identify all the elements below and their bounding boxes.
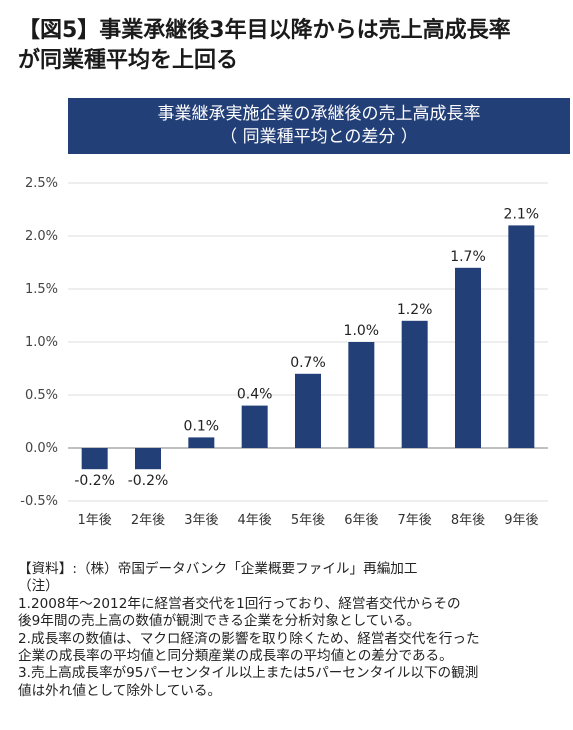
x-tick-label: 2年後 [131, 513, 165, 528]
chart-container: 事業継承実施企業の承継後の売上高成長率 （ 同業種平均との差分 ） 2.5% 2.… [18, 98, 570, 538]
data-label: 1.2% [397, 302, 433, 318]
note-line: 企業の成長率の平均値と同分類産業の成長率の平均値との差分である。 [18, 648, 453, 665]
chart-subtitle: （ 同業種平均との差分 ） [220, 127, 418, 147]
data-label: 0.4% [237, 387, 273, 403]
note-line: 3.売上高成長率が95パーセンタイル以上または5パーセンタイル以下の観測 [18, 665, 479, 682]
data-label: 0.1% [184, 418, 220, 434]
chart-title-banner: 事業継承実施企業の承継後の売上高成長率 （ 同業種平均との差分 ） [68, 98, 570, 154]
x-tick-label: 9年後 [504, 513, 538, 528]
source-note: 【資料】:（株）帝国データバンク「企業概要ファイル」再編加工 [18, 561, 418, 577]
bar [241, 405, 268, 448]
x-tick-label: 7年後 [398, 513, 432, 528]
x-tick-label: 6年後 [344, 513, 378, 528]
x-tick-label: 3年後 [184, 513, 218, 528]
y-tick-label: 0.5% [25, 388, 58, 403]
data-label: 2.1% [504, 206, 540, 222]
y-tick-label: 1.5% [25, 282, 58, 297]
y-tick-label: 2.0% [25, 229, 58, 244]
data-label: 0.7% [290, 355, 326, 371]
notes-label: （注） [18, 578, 59, 595]
x-tick-label: 1年後 [78, 513, 112, 528]
data-label: -0.2% [128, 473, 169, 489]
y-tick-label: 2.5% [25, 176, 58, 191]
data-label: 1.0% [344, 323, 380, 339]
bar-chart: 2.5% 2.0% 1.5% 1.0% 0.5% 0.0% -0.5% -0.2% 1年後 -0.… [20, 176, 548, 528]
data-label: -0.2% [74, 473, 115, 489]
y-tick-label: -0.5% [20, 494, 58, 509]
note-line: 1.2008年～2012年に経営者交代を1回行っており、経営者交代からその [18, 595, 461, 612]
x-tick-label: 4年後 [238, 513, 272, 528]
bar [455, 267, 481, 448]
bar [81, 448, 108, 470]
data-label: 1.7% [450, 249, 486, 265]
y-tick-label: 1.0% [25, 335, 58, 350]
bar [295, 373, 321, 448]
notes-section: 【資料】:（株）帝国データバンク「企業概要ファイル」再編加工 （注） 1.200… [18, 561, 563, 700]
x-tick-label: 8年後 [451, 513, 485, 528]
x-tick-label: 5年後 [291, 513, 325, 528]
bar [401, 320, 428, 448]
note-line: 2.成長率の数値は、マクロ経済の影響を取り除くため、経営者交代を行った [18, 630, 480, 647]
bar [135, 448, 161, 470]
note-line: 後9年間の売上高の数値が観測できる企業を分析対象としている。 [18, 613, 421, 630]
y-tick-label: 0.0% [25, 441, 58, 456]
bar [188, 437, 215, 448]
page-heading: 【図5】事業承継後3年目以降からは売上高成長率 が同業種平均を上回る [18, 16, 563, 76]
bar [348, 342, 375, 448]
heading-line-2: が同業種平均を上回る [18, 48, 239, 73]
note-line: 値は外れ値として除外している。 [18, 682, 222, 699]
chart-title: 事業継承実施企業の承継後の売上高成長率 [157, 104, 481, 124]
bar [508, 225, 535, 448]
heading-line-1: 【図5】事業承継後3年目以降からは売上高成長率 [18, 18, 511, 43]
